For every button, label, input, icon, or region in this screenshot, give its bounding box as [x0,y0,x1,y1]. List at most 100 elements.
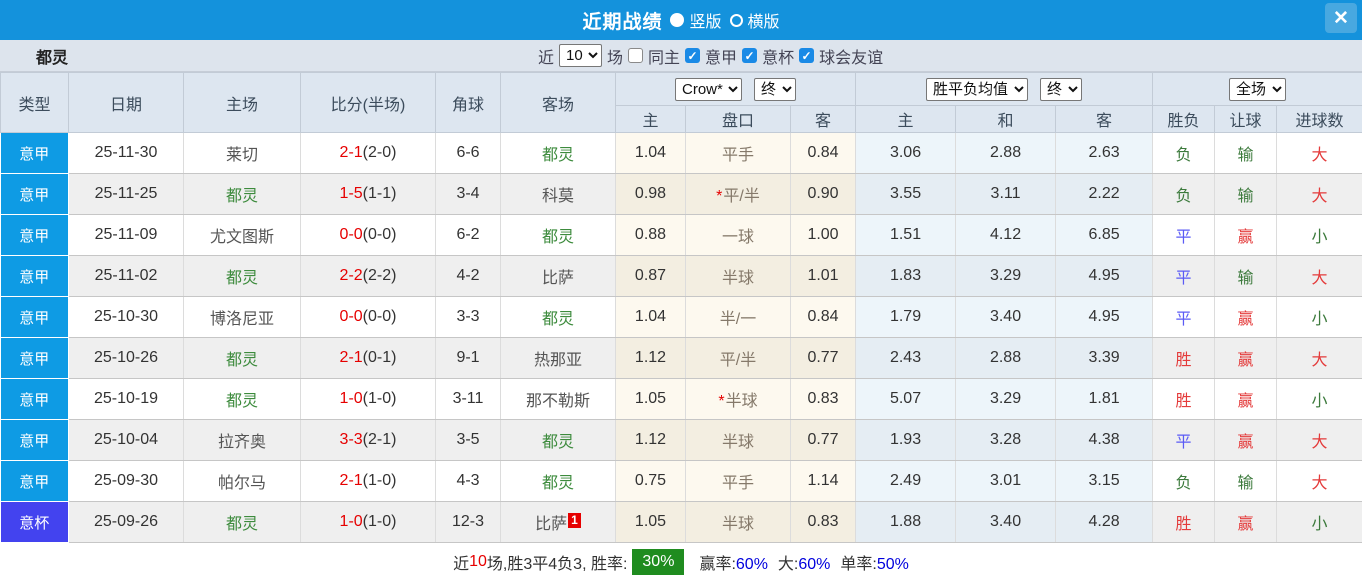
goals-over-under-result: 大 [1277,420,1362,461]
same-home-checkbox[interactable] [628,48,643,63]
euro-source-select[interactable]: 胜平负均值 [926,78,1028,101]
euro-draw-odds: 3.40 [956,297,1056,338]
match-date: 25-10-30 [69,297,184,338]
filter-bar: 都灵 近 10 场 同主 意甲 意杯 球会友谊 [0,40,1362,72]
euro-away-odds: 3.39 [1056,338,1153,379]
handicap-home-odds: 0.75 [616,461,686,502]
score-cell: 2-1(2-0) [301,133,436,174]
team-name: 都灵 [36,44,68,68]
stat-label: 单率: [840,556,876,573]
score-cell: 1-5(1-1) [301,174,436,215]
handicap-line: 半球 [722,270,754,287]
halftime-score: (1-0) [363,472,397,489]
handicap-home-odds: 1.05 [616,502,686,543]
fulltime-score: 2-1 [340,144,363,161]
fulltime-score: 1-0 [340,390,363,407]
match-date: 25-11-09 [69,215,184,256]
home-team: 莱切 [184,133,301,174]
euro-home-odds: 2.43 [856,338,956,379]
euro-home-odds: 3.55 [856,174,956,215]
handicap-home-odds: 0.98 [616,174,686,215]
layout-radio-horizontal[interactable]: 横版 [730,8,780,32]
halftime-score: (1-0) [363,513,397,530]
handicap-away-odds: 1.00 [791,215,856,256]
close-icon[interactable]: ✕ [1325,3,1357,33]
col-header-type: 类型 [1,73,69,133]
euro-away-odds: 1.81 [1056,379,1153,420]
goals-over-under-result: 大 [1277,174,1362,215]
euro-home-odds: 1.51 [856,215,956,256]
score-cell: 2-1(1-0) [301,461,436,502]
fulltime-score: 2-2 [340,267,363,284]
result-group-header: 全场 [1153,73,1362,106]
euro-home-odds: 1.93 [856,420,956,461]
euro-stage-select[interactable]: 终 [1040,78,1082,101]
corner-count: 6-6 [436,133,501,174]
away-team-cell: 都灵 [501,133,616,174]
league-type-badge: 意甲 [1,215,69,256]
away-team: 科莫 [542,188,574,205]
corner-count: 4-2 [436,256,501,297]
euro-draw-odds: 3.40 [956,502,1056,543]
col-header-ah-away: 客 [791,106,856,133]
handicap-home-odds: 1.04 [616,133,686,174]
handicap-away-odds: 0.90 [791,174,856,215]
away-team: 都灵 [542,311,574,328]
away-team-cell: 科莫 [501,174,616,215]
fulltime-score: 1-5 [340,185,363,202]
match-date: 25-11-02 [69,256,184,297]
handicap-result: 输 [1215,133,1277,174]
league-friendly-checkbox[interactable] [799,48,814,63]
handicap-line-cell: 平手 [686,461,791,502]
goals-over-under-result: 小 [1277,379,1362,420]
league-cup-checkbox[interactable] [742,48,757,63]
halftime-score: (2-2) [363,267,397,284]
win-draw-loss-result: 平 [1153,215,1215,256]
handicap-company-select[interactable]: Crow* [675,78,742,101]
handicap-line-cell: 半球 [686,420,791,461]
fulltime-score: 0-0 [340,308,363,325]
handicap-group-header: Crow* 终 [616,73,856,106]
match-date: 25-10-04 [69,420,184,461]
col-header-score: 比分(半场) [301,73,436,133]
recent-count-select[interactable]: 10 [559,44,602,67]
handicap-line: 半/一 [720,311,756,328]
handicap-stage-select[interactable]: 终 [754,78,796,101]
away-team-cell: 都灵 [501,297,616,338]
euro-draw-odds: 3.11 [956,174,1056,215]
scope-select[interactable]: 全场 [1229,78,1286,101]
col-header-eu-home: 主 [856,106,956,133]
handicap-away-odds: 1.01 [791,256,856,297]
layout-radio-vertical[interactable]: 竖版 [670,8,721,32]
handicap-win-rate: 赢率:60% [699,550,767,574]
fulltime-score: 2-1 [340,349,363,366]
win-draw-loss-result: 胜 [1153,338,1215,379]
league-type-badge: 意甲 [1,133,69,174]
handicap-away-odds: 0.84 [791,297,856,338]
euro-draw-odds: 4.12 [956,215,1056,256]
league-type-badge: 意甲 [1,256,69,297]
match-row: 意甲 25-11-25 都灵 1-5(1-1) 3-4 科莫 0.98 *平/半… [1,174,1362,215]
euro-away-odds: 4.95 [1056,256,1153,297]
goals-over-under-result: 大 [1277,338,1362,379]
handicap-line-cell: *平/半 [686,174,791,215]
euro-draw-odds: 3.29 [956,256,1056,297]
euro-odds-group-header: 胜平负均值 终 [856,73,1153,106]
halftime-score: (0-0) [363,308,397,325]
col-header-away: 客场 [501,73,616,133]
match-row: 意甲 25-10-26 都灵 2-1(0-1) 9-1 热那亚 1.12 平/半… [1,338,1362,379]
results-table: 类型 日期 主场 比分(半场) 角球 客场 Crow* 终 胜平负均值 终 全场 [0,72,1362,543]
stat-value: 60% [736,556,768,573]
league-serie-a-checkbox[interactable] [685,48,700,63]
halftime-score: (2-1) [363,431,397,448]
footer-match-count: 10 [469,553,487,571]
games-label: 场 [607,44,623,68]
col-header-ah-home: 主 [616,106,686,133]
handicap-line: 半球 [722,516,754,533]
corner-count: 6-2 [436,215,501,256]
euro-home-odds: 1.79 [856,297,956,338]
stat-label: 大: [778,556,798,573]
